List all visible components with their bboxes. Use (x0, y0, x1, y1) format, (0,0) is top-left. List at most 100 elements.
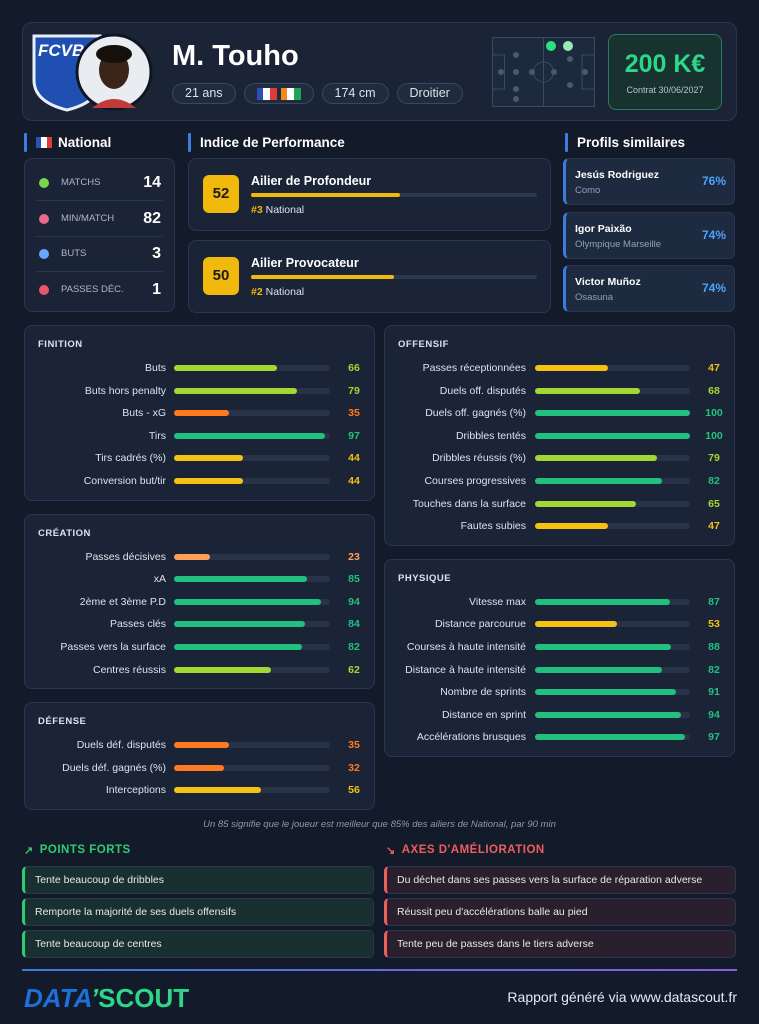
metric-value: 85 (348, 573, 360, 586)
metric-bar (174, 742, 229, 749)
player-shirt (92, 99, 136, 108)
metric-value: 53 (708, 618, 720, 631)
stat-icon (39, 178, 49, 188)
section-title: FINITION (38, 339, 83, 350)
heading: National (36, 133, 236, 152)
profile-name: Igor Paixão (575, 222, 632, 235)
stat-value: 3 (152, 245, 161, 262)
divider (22, 969, 737, 971)
metric-value: 23 (348, 550, 360, 563)
metric-label: Buts hors penalty (84, 384, 166, 397)
metric-label: Duels off. disputés (439, 384, 526, 397)
metric-label: Tirs cadrés (%) (95, 452, 166, 465)
list-title-text: AXES D'AMÉLIORATION (401, 844, 545, 856)
metric-value: 94 (348, 595, 360, 608)
metric-bar (174, 598, 321, 605)
metric-label: Dribbles tentés (455, 429, 526, 442)
metric-bar (535, 523, 608, 530)
stat-label: BUTS (61, 248, 87, 259)
metric-value: 100 (705, 429, 723, 442)
metric-label: Tirs (148, 429, 166, 442)
metric-bar (535, 734, 686, 741)
metric-label: Distance à haute intensité (405, 663, 526, 676)
metric-bar (174, 576, 307, 583)
metric-label: Conversion but/tir (83, 475, 166, 487)
metric-value: 79 (348, 384, 360, 397)
metric-value: 56 (348, 784, 360, 797)
metric-label: Courses à haute intensité (406, 641, 526, 653)
profile-club: Osasuna (575, 292, 614, 303)
metric-bar (535, 598, 670, 605)
metric-bar (535, 455, 658, 462)
perf-score: 52 (203, 175, 239, 213)
metric-label: Courses progressives (424, 475, 526, 487)
position-dots (498, 52, 588, 102)
perf-role: Ailier Provocateur (251, 256, 359, 270)
stat-value: 1 (152, 280, 161, 298)
metric-label: Interceptions (105, 784, 166, 797)
metric-value: 87 (708, 595, 720, 608)
metric-bar (174, 644, 302, 650)
metric-bar (535, 500, 636, 507)
metric-track (174, 553, 330, 560)
profile-name: Jesús Rodriguez (575, 169, 660, 181)
metric-bar (174, 553, 210, 560)
metric-value: 32 (348, 761, 360, 774)
brand-mark: ’ (90, 983, 99, 1013)
player-name: M. Touho (172, 40, 299, 72)
heading-text: National (58, 135, 112, 150)
metric-value: 97 (348, 429, 360, 442)
metric-label: Passes décisives (85, 550, 166, 563)
metric-value: 68 (708, 384, 720, 397)
tag: 21 ans (172, 83, 236, 104)
metric-bar (174, 455, 243, 462)
heading-text: Profils similaires (577, 135, 686, 150)
value-box: 200 K€ Contrat 30/06/2027 (608, 34, 722, 110)
metric-value: 47 (708, 520, 720, 533)
flag-stripe (46, 137, 52, 148)
metric-value: 82 (708, 475, 720, 487)
list-title-text: POINTS FORTS (39, 844, 131, 856)
metric-value: 82 (348, 641, 360, 653)
perf-role: Ailier de Profondeur (251, 174, 372, 188)
flag (256, 87, 277, 100)
section-card (384, 558, 735, 757)
heading-text: Indice de Performance (200, 135, 345, 150)
flag-stripe (287, 87, 294, 100)
metric-bar (535, 432, 690, 439)
metric-value: 44 (348, 475, 360, 487)
metric-value: 97 (708, 731, 720, 744)
profile-match: 74% (701, 227, 726, 242)
flag-stripe (269, 87, 277, 100)
tag: 174 cm (321, 83, 389, 104)
perf-rank: #3 National (251, 204, 451, 218)
list-item: Réussit peu d'accélérations balle au pie… (384, 898, 736, 926)
profile-card (563, 211, 735, 259)
flag-stripe (263, 87, 270, 100)
metric-bar (174, 387, 298, 394)
brand: DATA’SCOUT (24, 982, 244, 1014)
profile-card (563, 265, 735, 312)
metric-value: 91 (708, 686, 720, 699)
metric-bar (535, 644, 672, 650)
metric-label: Passes réceptionnées (422, 362, 526, 374)
rank: #3 (251, 204, 263, 216)
flag-stripe (41, 137, 47, 148)
metric-label: Distance en sprint (441, 708, 526, 721)
perf-track (251, 275, 537, 279)
metric-label: Centres réussis (93, 663, 166, 676)
perf-rank: #2 National (251, 286, 451, 300)
metric-label: Vitesse max (469, 595, 526, 608)
position-secondary (563, 41, 573, 51)
flag-stripe (256, 87, 264, 100)
pitch-box (492, 54, 505, 90)
metric-value: 100 (705, 407, 723, 420)
profile-name: Victor Muñoz (575, 276, 641, 288)
tag (243, 83, 314, 104)
metric-bar (535, 478, 663, 484)
metric-bar (174, 478, 243, 484)
metric-label: Dribbles réussis (%) (432, 452, 526, 465)
profile-club: Olympique Marseille (575, 238, 662, 250)
metric-label: Accélérations brusques (416, 731, 526, 744)
metric-bar (535, 711, 681, 718)
